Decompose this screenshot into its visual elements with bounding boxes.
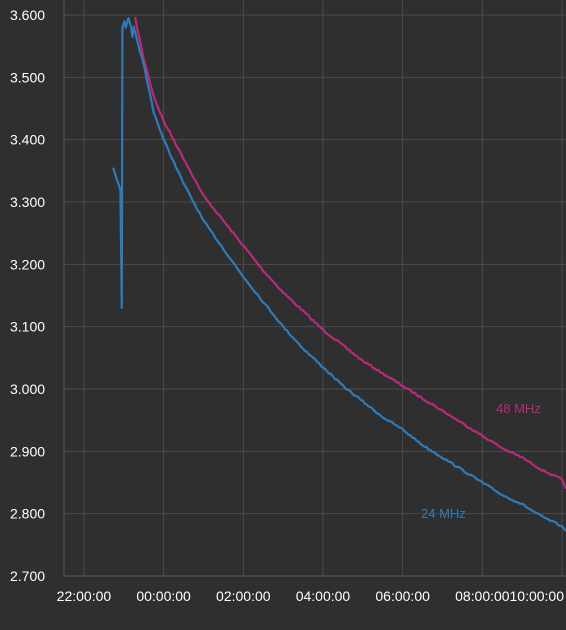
x-tick-label: 10:00:00: [510, 588, 565, 604]
x-tick-label: 00:00:00: [136, 588, 191, 604]
y-tick-label: 2.700: [10, 568, 45, 584]
x-tick-label: 02:00:00: [216, 588, 271, 604]
series-label-0: 48 MHz: [496, 401, 541, 416]
y-tick-label: 3.600: [10, 7, 45, 23]
x-tick-label: 06:00:00: [375, 588, 430, 604]
y-tick-label: 3.500: [10, 69, 45, 85]
series-line-1: [112, 17, 566, 532]
labels: 3.600 3.500 3.400 3.300 3.200 3.100 3.000 2.900…: [10, 7, 564, 604]
x-tick-label: 04:00:00: [296, 588, 351, 604]
series-lines: [112, 17, 566, 532]
y-tick-label: 3.100: [10, 319, 45, 335]
grid: [64, 0, 566, 576]
series-line-0: [134, 17, 566, 490]
y-tick-label: 3.000: [10, 381, 45, 397]
x-tick-label: 08:00:00: [455, 588, 510, 604]
y-tick-label: 3.200: [10, 256, 45, 272]
axes: [63, 0, 566, 577]
y-tick-label: 3.300: [10, 194, 45, 210]
y-tick-label: 3.400: [10, 132, 45, 148]
y-tick-label: 2.800: [10, 506, 45, 522]
series-label-1: 24 MHz: [421, 506, 466, 521]
x-tick-label: 22:00:00: [57, 588, 112, 604]
y-tick-label: 2.900: [10, 443, 45, 459]
